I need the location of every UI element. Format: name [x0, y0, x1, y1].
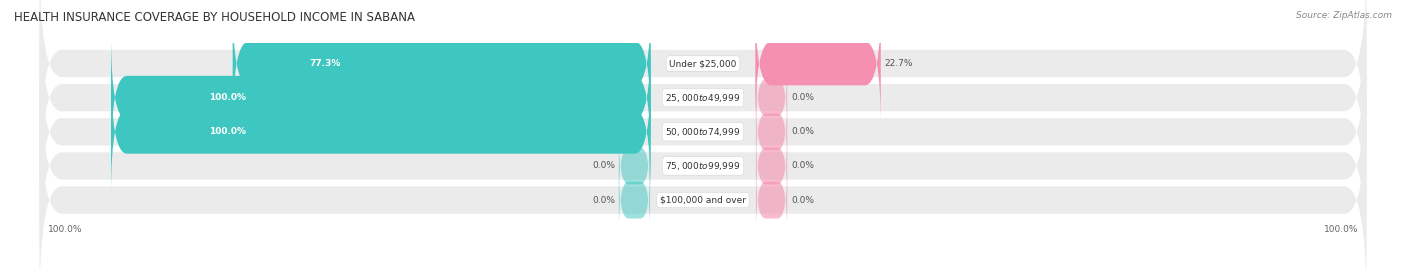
Text: 0.0%: 0.0% [792, 161, 814, 171]
Text: 100.0%: 100.0% [209, 127, 246, 136]
FancyBboxPatch shape [39, 0, 1367, 204]
Text: 0.0%: 0.0% [592, 161, 614, 171]
Text: $50,000 to $74,999: $50,000 to $74,999 [665, 126, 741, 138]
FancyBboxPatch shape [756, 167, 787, 233]
Text: 0.0%: 0.0% [792, 93, 814, 102]
Text: $75,000 to $99,999: $75,000 to $99,999 [665, 160, 741, 172]
Text: Under $25,000: Under $25,000 [669, 59, 737, 68]
FancyBboxPatch shape [39, 94, 1367, 269]
FancyBboxPatch shape [39, 60, 1367, 269]
Text: 100.0%: 100.0% [209, 93, 246, 102]
FancyBboxPatch shape [39, 0, 1367, 169]
Text: $100,000 and over: $100,000 and over [659, 196, 747, 205]
FancyBboxPatch shape [111, 34, 651, 161]
FancyBboxPatch shape [39, 26, 1367, 238]
FancyBboxPatch shape [619, 167, 650, 233]
Text: HEALTH INSURANCE COVERAGE BY HOUSEHOLD INCOME IN SABANA: HEALTH INSURANCE COVERAGE BY HOUSEHOLD I… [14, 11, 415, 24]
FancyBboxPatch shape [111, 68, 651, 195]
FancyBboxPatch shape [756, 65, 787, 130]
Text: 22.7%: 22.7% [884, 59, 912, 68]
FancyBboxPatch shape [232, 0, 651, 127]
Text: $25,000 to $49,999: $25,000 to $49,999 [665, 92, 741, 104]
Text: 0.0%: 0.0% [592, 196, 614, 205]
FancyBboxPatch shape [756, 99, 787, 165]
FancyBboxPatch shape [756, 133, 787, 199]
FancyBboxPatch shape [755, 0, 880, 127]
Text: Source: ZipAtlas.com: Source: ZipAtlas.com [1296, 11, 1392, 20]
Text: 77.3%: 77.3% [309, 59, 340, 68]
Text: 0.0%: 0.0% [792, 196, 814, 205]
Text: 0.0%: 0.0% [792, 127, 814, 136]
FancyBboxPatch shape [619, 133, 650, 199]
